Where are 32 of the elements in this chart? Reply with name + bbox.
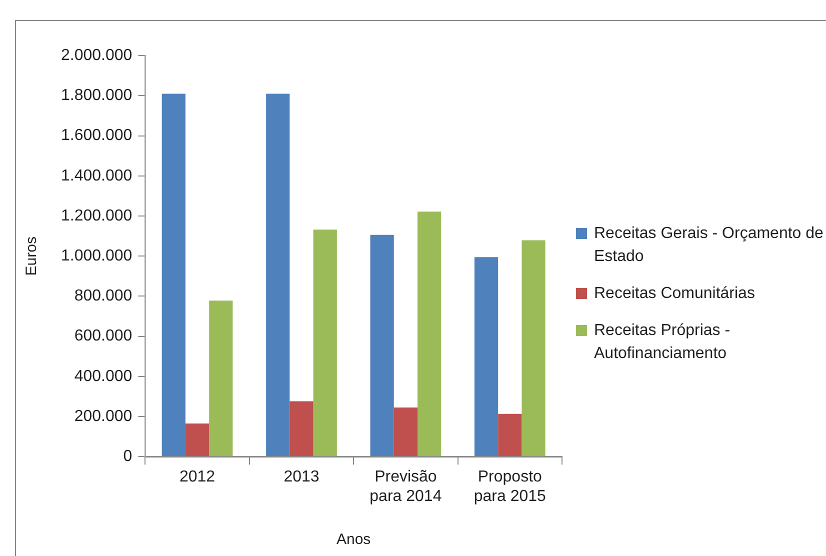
bar [266,94,290,456]
x-tick-label: Proposto para 2015 [474,468,546,505]
legend-label: Receitas Comunitárias [594,284,755,304]
bar [290,401,314,456]
bar [394,407,418,456]
legend-label: Receitas Gerais - Orçamento de Estado [594,224,824,267]
y-tick-label: 1.200.000 [60,207,132,224]
bar [522,240,546,456]
legend-label: Receitas Próprias - Autofinanciamento [594,321,732,364]
y-tick-label: 1.600.000 [60,127,132,144]
y-tick-label: 600.000 [74,328,132,345]
y-tick-label: 800.000 [74,288,132,305]
y-tick-label: 0 [123,448,132,466]
x-tick-label: 2012 [179,468,216,486]
bar [498,414,522,456]
bar [370,234,394,456]
x-tick-label: Previsão para 2014 [370,468,442,505]
bar [162,94,186,456]
y-tick-label: 1.000.000 [60,248,132,265]
bar [313,230,337,456]
x-tick-label: 2013 [284,468,320,486]
y-tick-label: 1.800.000 [60,87,132,104]
bar [474,257,498,456]
y-tick-label: 400.000 [74,368,132,385]
bar [185,424,210,456]
y-tick-label: 2.000.000 [60,47,132,64]
y-tick-label: 1.400.000 [60,167,132,184]
x-axis-title: Anos [336,531,371,548]
bar [418,212,442,456]
y-tick-label: 200.000 [74,408,132,425]
y-axis-title: Euros [23,236,40,276]
bar [209,300,233,456]
